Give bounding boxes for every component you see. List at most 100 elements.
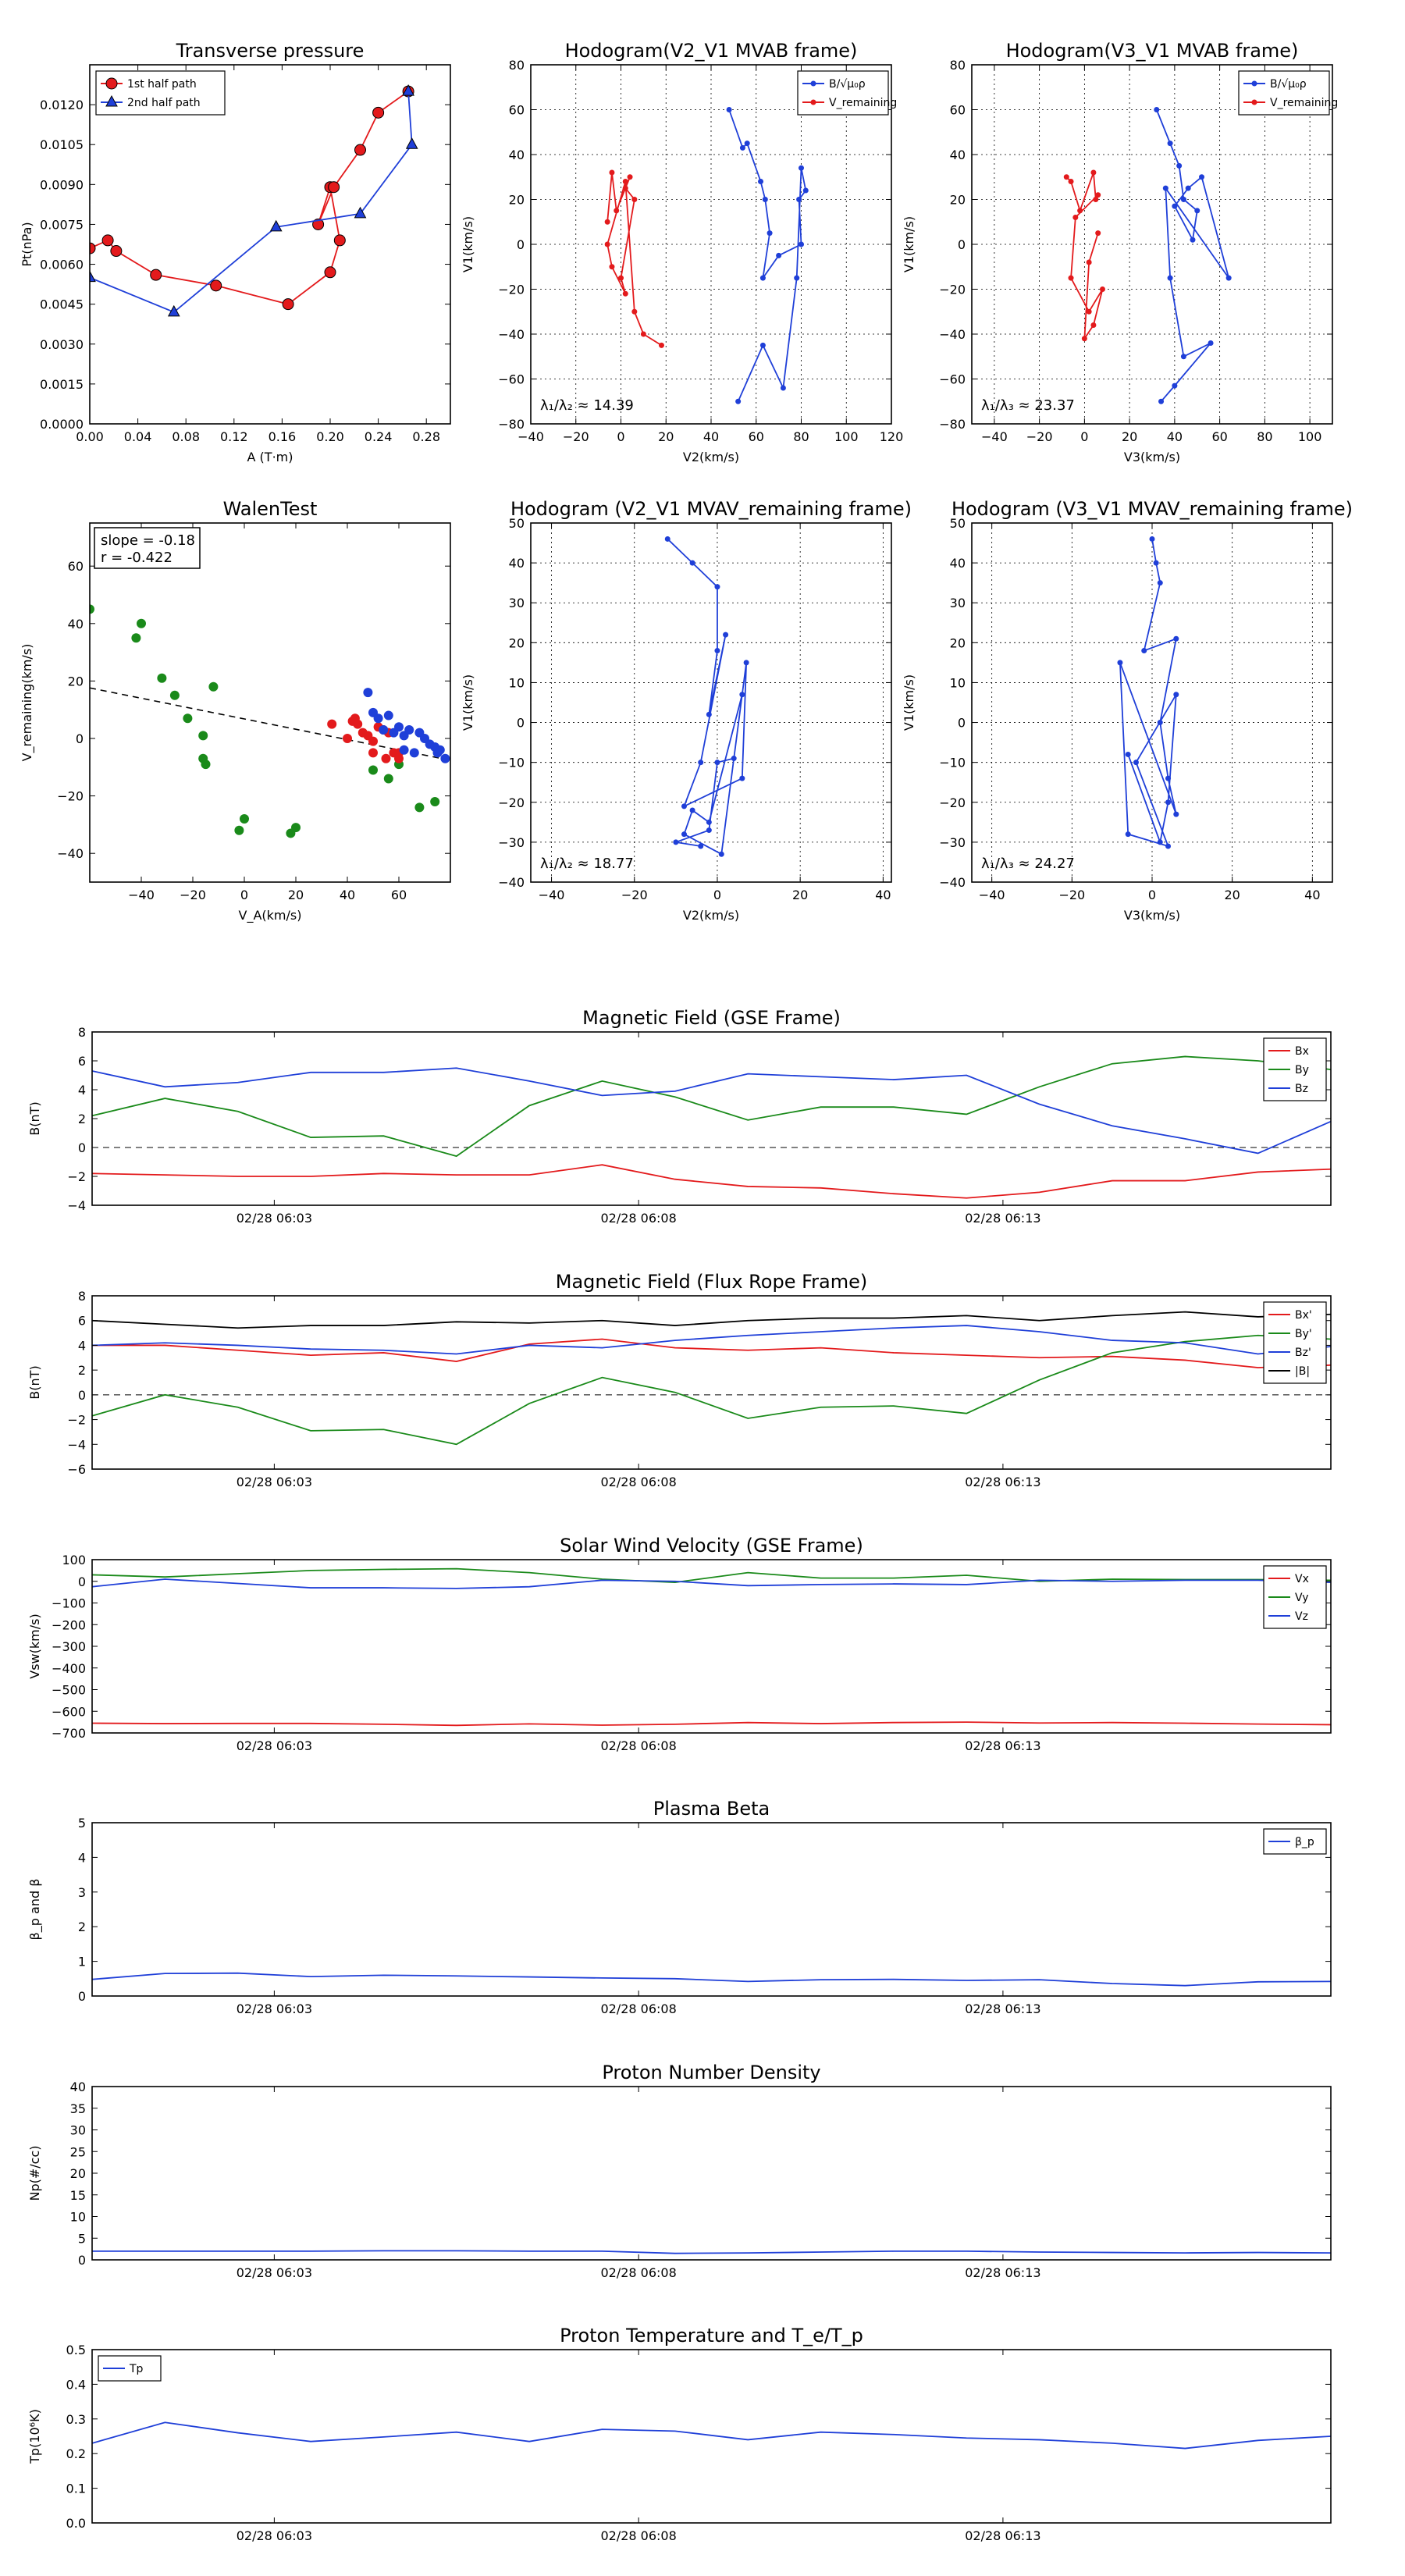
data-point — [796, 197, 802, 202]
annotation-text: r = -0.422 — [101, 550, 173, 566]
data-point — [368, 736, 378, 746]
data-point — [631, 197, 638, 202]
data-point — [430, 796, 440, 806]
data-point — [201, 760, 211, 770]
y-tick-label: 0 — [78, 1989, 86, 2004]
y-tick-label: 30 — [70, 2123, 86, 2138]
legend: B/√μ₀ρ V_remaining — [1238, 70, 1338, 116]
y-tick-label: 0.4 — [66, 2377, 86, 2392]
data-point — [739, 775, 745, 781]
data-point — [1068, 275, 1074, 281]
data-point — [409, 748, 419, 758]
axes-frame — [91, 2086, 1332, 2261]
data-point — [1157, 720, 1163, 726]
series-bz — [92, 1067, 1331, 1155]
y-axis-label: Tp(10⁶K) — [27, 2409, 42, 2464]
data-point — [328, 181, 340, 194]
y-axis-label: V_remaining(km/s) — [20, 644, 35, 762]
series-bx- — [92, 1338, 1331, 1368]
y-tick-label: 20 — [950, 635, 966, 650]
x-tick-label: 02/28 06:08 — [600, 2528, 676, 2543]
y-tick-label: 4 — [78, 1338, 86, 1353]
series-v-remaining — [604, 169, 664, 348]
y-tick-label: −20 — [57, 789, 84, 804]
x-tick-label: 20 — [1224, 888, 1240, 902]
y-tick-label: 80 — [509, 58, 525, 73]
data-point — [767, 230, 773, 237]
y-tick-label: 1 — [78, 1955, 86, 1969]
legend: Bx By Bz — [1263, 1037, 1327, 1101]
y-tick-label: −20 — [498, 795, 525, 810]
y-tick-label: −700 — [52, 1726, 86, 1741]
legend-label: B/√μ₀ρ — [829, 78, 866, 91]
data-point — [379, 724, 389, 735]
data-point — [1125, 751, 1131, 757]
data-point — [282, 298, 294, 311]
y-tick-label: 3 — [78, 1885, 86, 1900]
y-axis-label: V1(km/s) — [902, 674, 916, 731]
data-point — [622, 179, 628, 184]
chart-hodo_v2v1: Hodogram(V2_V1 MVAB frame) −80 −60 −40 −20 0 2… — [461, 40, 903, 464]
y-tick-label: 0.0060 — [40, 258, 84, 272]
y-tick-label: 0 — [958, 716, 966, 731]
series-line — [92, 2421, 1331, 2450]
y-tick-label: −4 — [67, 1437, 86, 1452]
series-0 — [90, 604, 440, 838]
y-tick-label: −6 — [67, 1462, 86, 1477]
y-tick-label: 8 — [78, 1289, 86, 1304]
data-point — [269, 219, 283, 232]
y-tick-label: −600 — [52, 1704, 86, 1719]
chart-title: Proton Temperature and T_e/T_p — [560, 2325, 863, 2347]
data-point — [714, 584, 720, 590]
x-tick-label: 80 — [793, 429, 809, 444]
y-tick-label: 15 — [70, 2188, 86, 2203]
series-2 — [363, 688, 450, 763]
data-point — [604, 241, 610, 247]
x-tick-label: 02/28 06:03 — [237, 1211, 312, 1226]
series-line — [667, 538, 748, 856]
y-tick-label: −500 — [52, 1683, 86, 1698]
y-tick-label: 0 — [958, 237, 966, 252]
y-tick-label: 0 — [78, 1140, 86, 1155]
data-point — [90, 604, 94, 614]
legend-box — [95, 70, 226, 116]
data-point — [614, 208, 620, 214]
y-tick-label: 50 — [509, 516, 525, 531]
data-point — [689, 807, 695, 813]
y-tick-label: 20 — [70, 2166, 86, 2181]
y-tick-label: 40 — [950, 148, 966, 162]
legend-label: B/√μ₀ρ — [1270, 78, 1307, 91]
annotation-text: λ₁/λ₂ ≈ 14.39 — [540, 397, 634, 414]
data-point — [802, 187, 809, 194]
series-line — [90, 91, 409, 305]
chart-title: Plasma Beta — [653, 1798, 770, 1820]
x-tick-label: 40 — [1167, 429, 1183, 444]
data-point — [1208, 340, 1214, 346]
x-tick-label: −40 — [518, 429, 544, 444]
legend-label: Vz — [1295, 1610, 1308, 1623]
legend-label: β_p — [1295, 1836, 1314, 1848]
series-line — [92, 1311, 1331, 1329]
y-tick-label: −20 — [939, 283, 966, 297]
data-point — [723, 632, 729, 638]
x-tick-label: 100 — [1298, 429, 1322, 444]
x-tick-label: 100 — [834, 429, 859, 444]
data-point — [1154, 107, 1160, 112]
series--p — [92, 1972, 1331, 1987]
data-point — [1173, 811, 1179, 817]
data-point — [1176, 162, 1183, 169]
y-axis-label: V1(km/s) — [461, 216, 475, 272]
data-point — [681, 831, 687, 838]
legend-label: Vx — [1295, 1573, 1309, 1585]
data-point — [1172, 203, 1178, 209]
series-0 — [92, 2250, 1331, 2254]
x-tick-label: 0 — [713, 888, 721, 902]
data-point — [714, 648, 720, 654]
axes-frame — [89, 64, 451, 425]
legend-label: Vy — [1295, 1592, 1309, 1604]
x-tick-label: 02/28 06:03 — [237, 2001, 312, 2016]
data-point — [312, 218, 325, 230]
data-point — [354, 206, 367, 219]
y-tick-label: 0.2 — [66, 2446, 86, 2461]
x-tick-label: −20 — [180, 888, 206, 902]
